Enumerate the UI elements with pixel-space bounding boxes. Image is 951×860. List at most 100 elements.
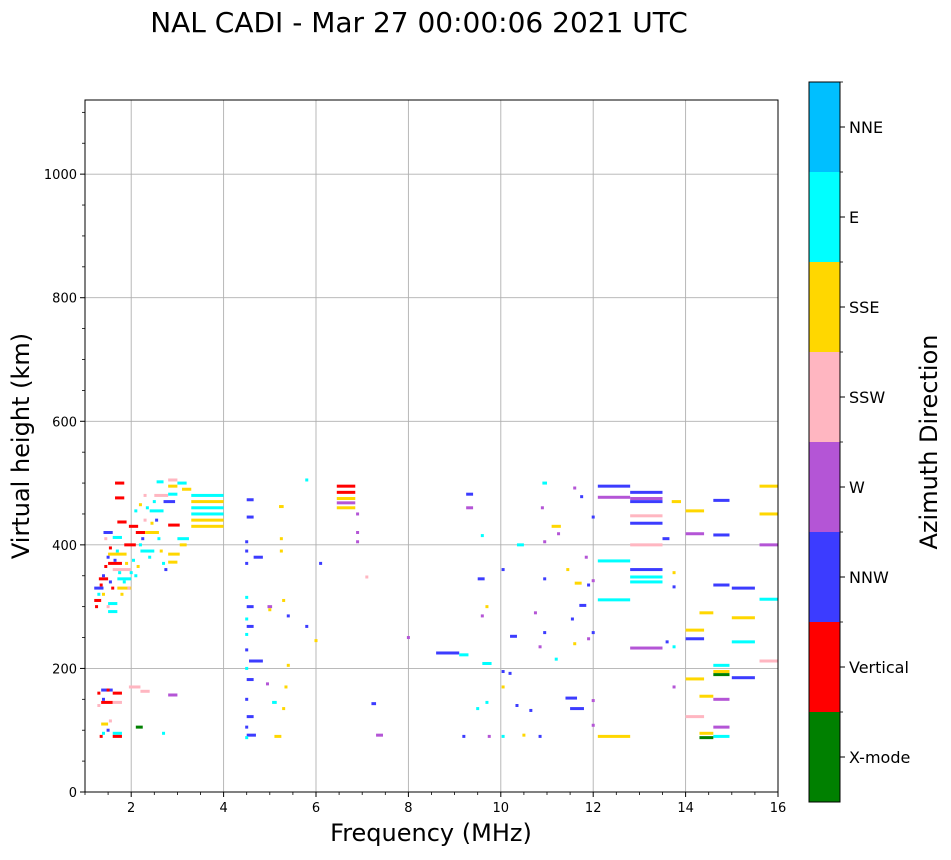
echo-segment — [101, 700, 113, 704]
grid-lines — [85, 100, 779, 793]
echo-segment — [685, 637, 705, 641]
echo-segment — [713, 533, 730, 537]
echo-point — [245, 561, 249, 565]
echo-segment — [630, 543, 663, 547]
colorbar-tick-label: E — [849, 208, 859, 227]
echo-segment — [115, 481, 125, 485]
colorbar-segment — [809, 712, 840, 802]
echo-point — [148, 555, 152, 559]
echo-point — [106, 605, 110, 609]
colorbar-label: Azimuth Direction — [915, 335, 943, 550]
echo-segment — [94, 598, 102, 602]
echo-segment — [135, 725, 143, 729]
echo-segment — [713, 734, 730, 738]
echo-point — [286, 614, 290, 618]
echo-point — [127, 586, 131, 590]
echo-point — [282, 598, 286, 602]
echo-point — [108, 546, 112, 550]
echo-segment — [279, 505, 284, 509]
echo-point — [591, 723, 595, 727]
echo-segment — [731, 616, 755, 620]
echo-point — [245, 736, 249, 740]
echo-segment — [128, 524, 139, 528]
echo-segment — [685, 509, 705, 513]
echo-segment — [759, 512, 778, 516]
echo-segment — [94, 586, 104, 590]
echo-segment — [630, 521, 663, 525]
echo-segment — [135, 531, 146, 534]
colorbar-frame — [808, 81, 841, 803]
echo-point — [672, 645, 676, 649]
echo-segment — [108, 552, 127, 556]
echo-segment — [145, 531, 159, 534]
echo-segment — [182, 487, 192, 491]
echo-point — [145, 506, 149, 510]
y-tick-label: 800 — [52, 292, 77, 307]
echo-segment — [163, 500, 176, 504]
echo-segment — [630, 497, 663, 501]
echo-point — [155, 518, 159, 522]
echo-segment — [179, 543, 187, 547]
echo-segment — [124, 543, 136, 547]
echo-segment — [156, 480, 164, 484]
axes: 2 4 6 8 10 12 14 16 0 200 400 600 800 1000 — [44, 111, 786, 816]
echo-segment — [630, 575, 663, 579]
echo-segment — [699, 611, 714, 615]
echo-point — [566, 568, 570, 572]
echo-point — [159, 549, 163, 553]
echo-segment — [168, 560, 178, 564]
echo-segment — [579, 603, 587, 607]
echo-point — [108, 719, 112, 723]
echo-segment — [713, 663, 730, 667]
echo-point — [122, 580, 126, 584]
echo-point — [538, 645, 542, 649]
echo-point — [245, 697, 249, 701]
echo-point — [587, 637, 591, 641]
echo-point — [462, 734, 466, 738]
echo-segment — [253, 555, 263, 559]
echo-segment — [376, 733, 383, 737]
echo-point — [591, 699, 595, 703]
echo-point — [406, 636, 410, 640]
colorbar-segment — [809, 352, 840, 442]
echo-segment — [759, 659, 778, 663]
colorbar-tick-label: W — [849, 478, 865, 497]
echo-point — [529, 708, 533, 712]
echo-point — [143, 518, 147, 522]
echo-point — [134, 509, 138, 513]
echo-segment — [140, 549, 155, 553]
colorbar-tick-label: NNE — [849, 118, 883, 137]
echo-point — [101, 697, 105, 701]
echo-point — [554, 657, 558, 661]
echo-point — [106, 555, 110, 559]
echo-segment — [246, 733, 256, 737]
echo-point — [587, 583, 591, 587]
echo-point — [164, 568, 168, 572]
echo-point — [129, 571, 133, 575]
echo-point — [286, 663, 290, 667]
echo-segment — [336, 484, 356, 488]
x-tick-label: 6 — [312, 801, 320, 816]
echo-point — [356, 531, 360, 534]
echo-segment — [249, 659, 263, 663]
echo-segment — [759, 597, 778, 601]
echo-point — [245, 540, 249, 544]
echo-segment — [168, 693, 178, 697]
echo-segment — [597, 495, 631, 499]
echo-segment — [597, 734, 631, 738]
echo-segment — [466, 506, 474, 510]
echo-segment — [191, 493, 224, 497]
echo-point — [134, 574, 138, 578]
echo-segment — [731, 676, 755, 680]
echo-segment — [168, 552, 180, 556]
echo-point — [305, 478, 309, 482]
echo-point — [501, 734, 505, 738]
echo-segment — [98, 577, 109, 581]
echo-segment — [191, 518, 224, 522]
echo-point — [143, 493, 147, 497]
echo-segment — [191, 512, 224, 516]
echo-segment — [112, 700, 122, 704]
echo-segment — [685, 715, 705, 719]
echo-segment — [713, 670, 730, 674]
